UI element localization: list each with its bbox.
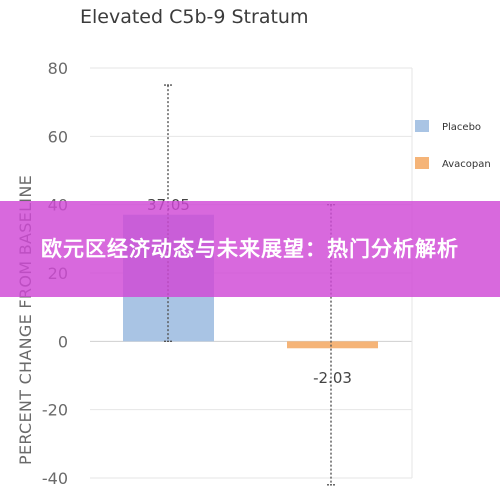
y-tick-label: -40 bbox=[42, 469, 68, 488]
y-tick-label: 60 bbox=[48, 127, 68, 146]
banner-text: 欧元区经济动态与未来展望：热门分析解析 bbox=[41, 237, 459, 261]
legend-swatch-placebo bbox=[415, 120, 429, 132]
chart-title: Elevated C5b-9 Stratum bbox=[80, 6, 308, 28]
legend: Placebo Avacopan bbox=[415, 120, 491, 170]
y-tick-label: 80 bbox=[48, 59, 68, 78]
legend-label-placebo: Placebo bbox=[442, 122, 481, 133]
data-label-avacopan: -2.03 bbox=[313, 369, 352, 387]
legend-swatch-avacopan bbox=[415, 157, 429, 169]
y-tick-label: -20 bbox=[42, 401, 68, 420]
y-tick-label: 0 bbox=[58, 332, 68, 351]
legend-label-avacopan: Avacopan bbox=[442, 159, 491, 170]
y-axis-ticks: 806040200-20-40 bbox=[42, 59, 68, 488]
overlay-banner: 欧元区经济动态与未来展望：热门分析解析 bbox=[0, 201, 500, 297]
bar-avacopan bbox=[287, 341, 378, 349]
